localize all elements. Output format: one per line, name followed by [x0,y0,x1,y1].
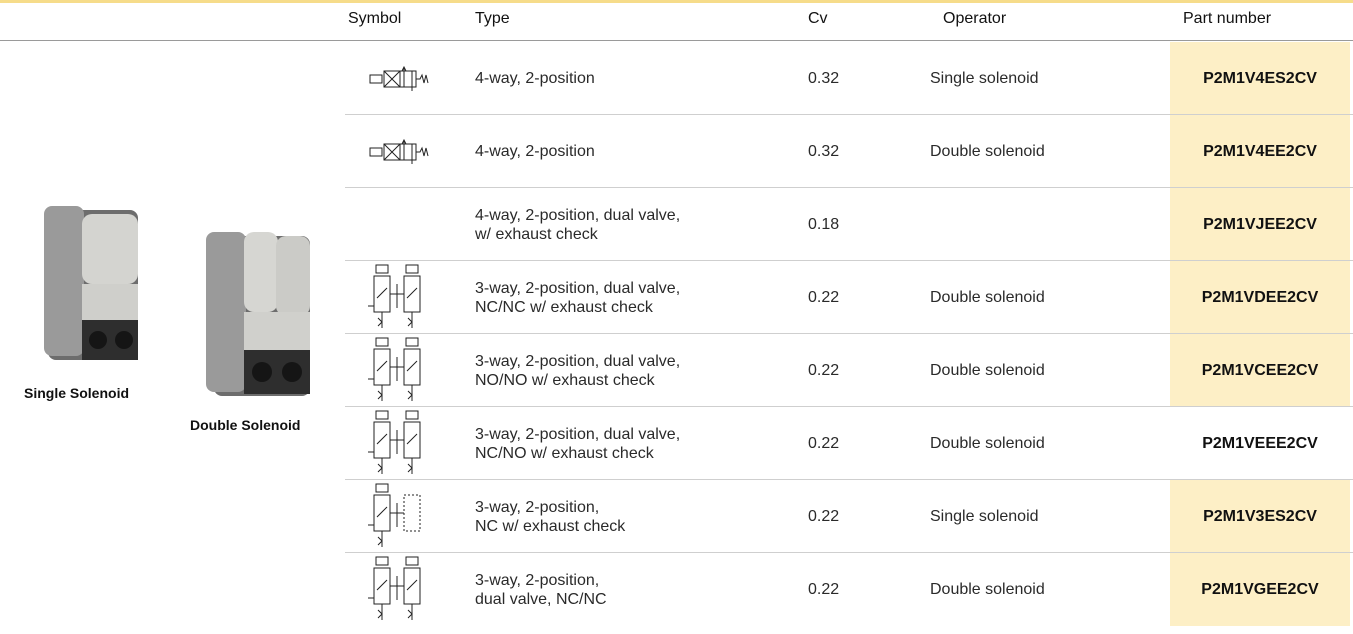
cv: 0.22 [808,435,840,452]
row-rule [345,114,1353,115]
part-number: P2M1VEEE2CV [1202,435,1318,452]
image-caption: Double Solenoid [190,417,301,433]
cv: 0.22 [808,508,840,525]
part-number: P2M1V4EE2CV [1170,115,1350,188]
type: 3-way, 2-position, dual valve, NC/NC w/ … [475,279,681,316]
valve-symbol [368,264,421,328]
type: 3-way, 2-position, dual valve, NC/NC [475,571,607,608]
valve-symbol [369,138,429,164]
part-number: P2M1VGEE2CV [1170,553,1350,626]
cv: 0.32 [808,70,840,87]
single-solenoid-image [44,206,138,360]
type: 3-way, 2-position, dual valve, NC/NO w/ … [475,425,681,462]
row-rule [345,479,1353,480]
valve-symbol [368,483,421,547]
cv: 0.22 [808,362,840,379]
column-header: Type [475,10,510,27]
operator: Double solenoid [930,362,1045,379]
row-rule [345,187,1353,188]
column-header: Symbol [348,10,402,27]
type: 4-way, 2-position [475,70,595,87]
row-rule [345,552,1353,553]
operator: Double solenoid [930,143,1045,160]
operator: Single solenoid [930,508,1039,525]
type: 3-way, 2-position, NC w/ exhaust check [475,498,626,535]
top-rule [0,0,1353,3]
cv: 0.18 [808,216,840,233]
header-rule [0,40,1353,41]
valve-symbol [368,410,421,474]
valve-symbol [368,337,421,401]
cv: 0.22 [808,289,840,306]
type: 4-way, 2-position, dual valve, w/ exhaus… [475,206,681,243]
cv: 0.32 [808,143,840,160]
row-rule [345,260,1353,261]
operator: Double solenoid [930,581,1045,598]
type: 3-way, 2-position, dual valve, NO/NO w/ … [475,352,681,389]
part-number: P2M1V4ES2CV [1170,42,1350,115]
double-solenoid-image [206,232,310,396]
column-header: Operator [943,10,1007,27]
part-number: P2M1VJEE2CV [1170,188,1350,261]
row-rule [345,333,1353,334]
valve-symbol [369,65,429,91]
operator: Single solenoid [930,70,1039,87]
column-header: Cv [808,10,828,27]
row-rule [345,406,1353,407]
column-header: Part number [1183,10,1272,27]
image-caption: Single Solenoid [24,385,130,401]
part-number: P2M1V3ES2CV [1170,480,1350,553]
type: 4-way, 2-position [475,143,595,160]
part-number: P2M1VDEE2CV [1170,261,1350,334]
part-number: P2M1VCEE2CV [1170,334,1350,407]
cv: 0.22 [808,581,840,598]
valve-symbol [368,556,421,620]
operator: Double solenoid [930,435,1045,452]
operator: Double solenoid [930,289,1045,306]
